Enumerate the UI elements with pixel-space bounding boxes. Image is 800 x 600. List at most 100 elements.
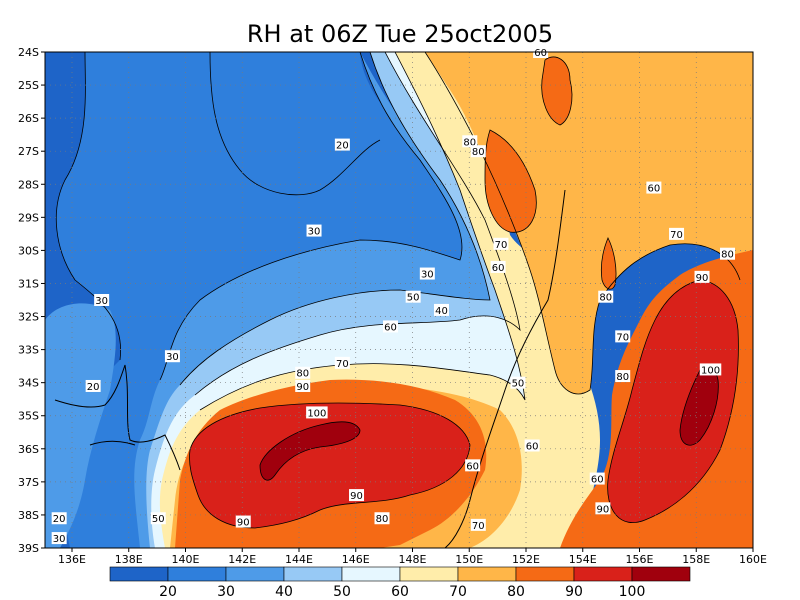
contour-label: 90 <box>595 502 611 515</box>
contour-label: 100 <box>306 406 328 419</box>
colorbar-label: 90 <box>565 584 583 600</box>
svg-text:60: 60 <box>466 461 479 472</box>
y-tick-label: 25S <box>18 79 39 92</box>
contour-label: 60 <box>589 472 605 486</box>
svg-text:30: 30 <box>308 227 321 238</box>
colorbar-swatch <box>631 566 691 582</box>
svg-text:60: 60 <box>492 263 505 274</box>
svg-text:90: 90 <box>237 518 250 529</box>
contour-label: 70 <box>334 356 350 370</box>
y-tick-label: 37S <box>18 476 39 489</box>
x-axis: 136E 138E 140E 142E 144E 146E 148E 150E 152E 154E… <box>58 548 767 566</box>
svg-text:80: 80 <box>296 369 309 380</box>
x-tick-label: 138E <box>115 553 143 566</box>
y-tick-label: 38S <box>18 509 39 522</box>
contour-label: 90 <box>295 379 311 393</box>
svg-text:80: 80 <box>616 372 629 383</box>
svg-text:40: 40 <box>435 306 448 317</box>
contour-label: 90 <box>235 515 251 529</box>
svg-text:60: 60 <box>526 441 539 452</box>
contour-label: 70 <box>493 237 509 251</box>
svg-text:100: 100 <box>307 408 326 419</box>
svg-text:30: 30 <box>166 352 179 363</box>
colorbar-swatch <box>515 566 575 582</box>
colorbar-label: 60 <box>391 584 409 600</box>
svg-text:80: 80 <box>472 147 485 158</box>
colorbar-label: 50 <box>333 584 351 600</box>
svg-text:60: 60 <box>534 48 547 59</box>
svg-text:90: 90 <box>696 273 709 284</box>
svg-text:80: 80 <box>376 514 389 525</box>
svg-text:50: 50 <box>407 293 420 304</box>
colorbar-swatch <box>399 566 459 582</box>
contour-label: 20 <box>51 512 67 525</box>
svg-text:20: 20 <box>336 141 349 152</box>
contour-label: 80 <box>462 135 478 148</box>
contour-label: 50 <box>510 376 526 390</box>
colorbar-swatch <box>225 566 285 582</box>
svg-text:30: 30 <box>53 534 66 545</box>
y-tick-label: 28S <box>18 178 39 191</box>
contour-label: 60 <box>383 320 399 333</box>
contour-labels: 20 30 30 30 30 20 20 30 50 40 60 70 80 90 100 90 80 90 50 8… <box>51 46 736 545</box>
y-tick-label: 29S <box>18 211 39 224</box>
svg-text:100: 100 <box>701 365 720 376</box>
colorbar-label: 100 <box>619 584 646 600</box>
map-title: RH at 06Z Tue 25oct2005 <box>247 20 553 48</box>
colorbar-label: 80 <box>507 584 525 600</box>
contour-label: 80 <box>720 247 736 261</box>
svg-text:80: 80 <box>721 250 734 261</box>
svg-text:50: 50 <box>152 514 165 525</box>
contour-label: 30 <box>51 532 67 545</box>
svg-text:90: 90 <box>350 491 363 502</box>
y-tick-label: 39S <box>18 542 39 555</box>
x-tick-label: 146E <box>342 553 370 566</box>
contour-label: 70 <box>470 518 486 532</box>
svg-text:80: 80 <box>599 293 612 304</box>
contour-label: 40 <box>433 303 449 317</box>
contour-label: 30 <box>94 294 110 307</box>
rh-filled-contours <box>45 52 753 548</box>
contour-label: 30 <box>419 267 435 281</box>
svg-text:70: 70 <box>336 359 349 370</box>
x-tick-label: 160E <box>739 553 767 566</box>
contour-label: 70 <box>615 330 631 343</box>
svg-text:20: 20 <box>53 514 66 525</box>
colorbar-swatch <box>573 566 633 582</box>
x-tick-label: 154E <box>569 553 597 566</box>
svg-text:70: 70 <box>472 521 485 532</box>
contour-label: 20 <box>85 379 101 393</box>
y-tick-label: 24S <box>18 46 39 59</box>
x-tick-label: 148E <box>399 553 427 566</box>
svg-text:60: 60 <box>384 322 397 333</box>
svg-text:30: 30 <box>95 296 108 307</box>
y-tick-label: 26S <box>18 112 39 125</box>
x-tick-label: 150E <box>455 553 483 566</box>
contour-label: 50 <box>405 290 421 304</box>
y-tick-label: 35S <box>18 410 39 423</box>
contour-label: 20 <box>334 138 350 152</box>
colorbar-label: 20 <box>159 584 177 600</box>
contour-label: 90 <box>694 270 710 284</box>
colorbar-swatch <box>283 566 343 582</box>
svg-text:70: 70 <box>495 240 508 251</box>
colorbar-label: 40 <box>275 584 293 600</box>
contour-label: 60 <box>490 260 506 274</box>
contour-label: 80 <box>470 145 486 158</box>
colorbar-label: 70 <box>449 584 467 600</box>
y-tick-label: 31S <box>18 277 39 290</box>
svg-text:90: 90 <box>296 382 309 393</box>
svg-text:60: 60 <box>591 475 604 486</box>
map-gridlines <box>45 52 753 548</box>
y-tick-label: 30S <box>18 244 39 257</box>
x-tick-label: 142E <box>228 553 256 566</box>
colorbar-label: 30 <box>217 584 235 600</box>
svg-text:50: 50 <box>512 379 525 390</box>
x-tick-label: 152E <box>512 553 540 566</box>
contour-label: 90 <box>349 489 365 502</box>
x-tick-label: 158E <box>682 553 710 566</box>
contour-label: 30 <box>306 224 322 238</box>
x-tick-label: 156E <box>626 553 654 566</box>
svg-text:60: 60 <box>648 184 661 195</box>
